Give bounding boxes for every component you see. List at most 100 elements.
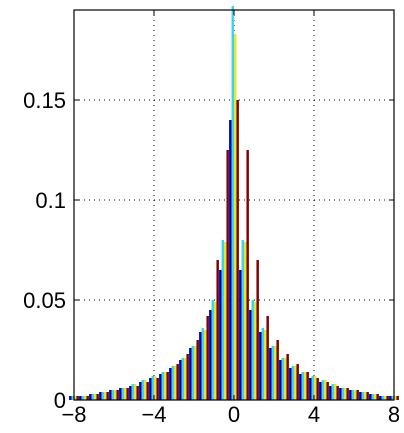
bar xyxy=(209,310,212,400)
bar xyxy=(249,310,252,400)
y-tick-label: 0.05 xyxy=(23,288,66,313)
bar xyxy=(314,376,317,400)
bar xyxy=(254,302,257,400)
bar xyxy=(189,348,192,400)
y-tick-labels: 0 0.05 0.1 0.15 xyxy=(23,88,66,413)
bar xyxy=(269,348,272,400)
bar xyxy=(374,394,377,400)
bar xyxy=(371,394,374,400)
bar xyxy=(224,242,227,400)
bar xyxy=(309,378,312,400)
bar xyxy=(326,382,329,400)
bar xyxy=(251,300,254,400)
bar xyxy=(84,396,87,400)
bar xyxy=(69,396,72,400)
bar xyxy=(86,396,89,400)
bar xyxy=(116,390,119,400)
bar xyxy=(179,360,182,400)
bar xyxy=(281,358,284,400)
bar xyxy=(154,376,157,400)
bars xyxy=(69,6,399,400)
bar xyxy=(266,316,269,400)
y-tick-label: 0.15 xyxy=(23,88,66,113)
bar xyxy=(139,382,142,400)
bar xyxy=(364,392,367,400)
bar xyxy=(291,366,294,400)
bar xyxy=(74,396,77,400)
bar xyxy=(131,384,134,400)
bar xyxy=(279,360,282,400)
bar xyxy=(99,392,102,400)
bar xyxy=(109,390,112,400)
bar xyxy=(151,376,154,400)
bar xyxy=(221,240,224,400)
bar xyxy=(196,340,199,400)
bar xyxy=(216,260,219,400)
bar xyxy=(379,396,382,400)
bar xyxy=(174,366,177,400)
bar xyxy=(126,388,129,400)
bar xyxy=(359,392,362,400)
bar xyxy=(94,394,97,400)
bar xyxy=(156,378,159,400)
bar xyxy=(294,366,297,400)
bar xyxy=(111,390,114,400)
bar xyxy=(366,392,369,400)
bar xyxy=(381,396,384,400)
bar xyxy=(261,328,264,400)
bar xyxy=(164,372,167,400)
bar xyxy=(91,394,94,400)
bar xyxy=(181,358,184,400)
bar xyxy=(306,372,309,400)
bar xyxy=(186,354,189,400)
x-tick-labels: −8 −4 0 4 8 xyxy=(61,402,400,427)
bar xyxy=(226,150,229,400)
bar xyxy=(176,364,179,400)
bar xyxy=(161,372,164,400)
bar xyxy=(114,390,117,400)
bar xyxy=(274,346,277,400)
bar xyxy=(166,372,169,400)
bar xyxy=(349,390,352,400)
bar xyxy=(376,394,379,400)
bar xyxy=(264,330,267,400)
y-tick-label: 0.1 xyxy=(35,188,66,213)
bar xyxy=(184,358,187,400)
bar xyxy=(201,328,204,400)
bar xyxy=(106,392,109,400)
bar xyxy=(384,396,387,400)
bar xyxy=(234,34,237,400)
bar xyxy=(136,386,139,400)
x-tick-label: 0 xyxy=(228,402,240,427)
bar xyxy=(369,394,372,400)
y-tick-label: 0 xyxy=(54,388,66,413)
bar xyxy=(214,302,217,400)
bar xyxy=(199,332,202,400)
bar xyxy=(256,260,259,400)
bar xyxy=(331,384,334,400)
bar xyxy=(389,396,392,400)
bar xyxy=(141,380,144,400)
bar xyxy=(89,394,92,400)
bar xyxy=(334,384,337,400)
x-tick-label: −4 xyxy=(141,402,166,427)
bar xyxy=(386,396,389,400)
bar xyxy=(356,390,359,400)
bar xyxy=(191,346,194,400)
bar xyxy=(276,340,279,400)
bar xyxy=(304,372,307,400)
bar xyxy=(231,6,234,400)
bar xyxy=(321,380,324,400)
bar xyxy=(229,120,232,400)
bar xyxy=(149,378,152,400)
x-tick-label: −8 xyxy=(61,402,86,427)
bar xyxy=(259,332,262,400)
bar xyxy=(319,382,322,400)
bar xyxy=(301,372,304,400)
bar xyxy=(354,390,357,400)
bar xyxy=(341,388,344,400)
bar xyxy=(394,396,397,400)
bar xyxy=(351,390,354,400)
bar xyxy=(121,388,124,400)
